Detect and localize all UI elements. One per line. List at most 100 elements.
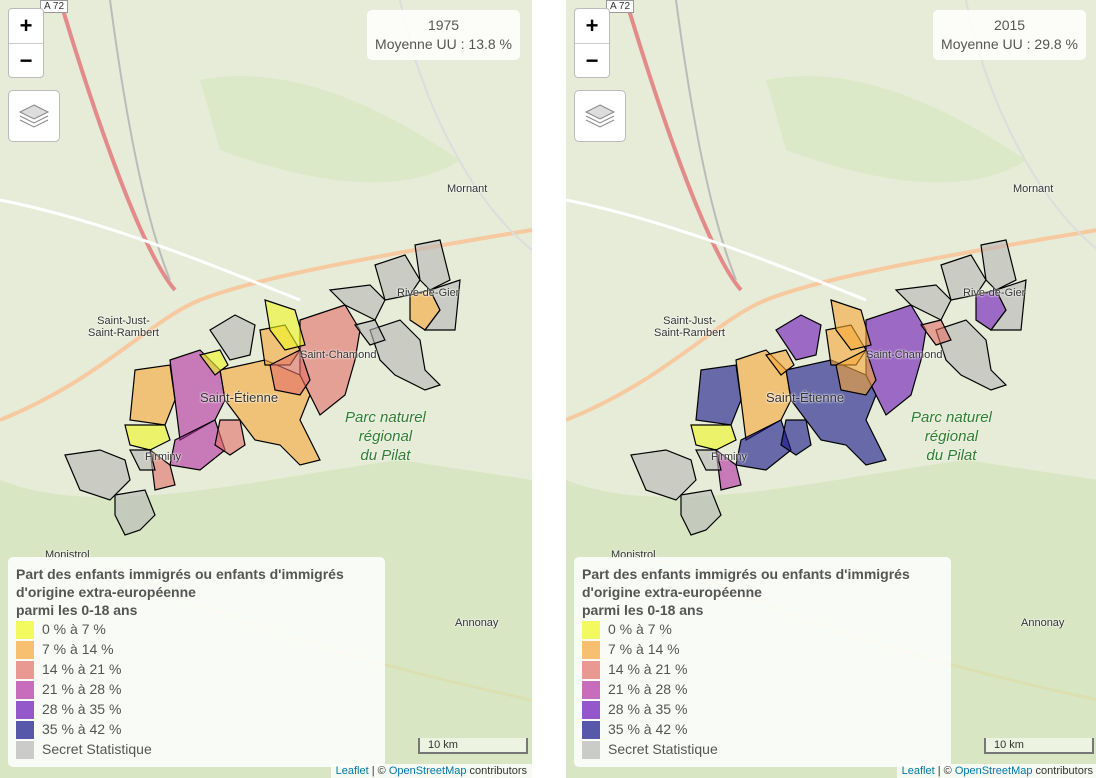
legend-swatch: [16, 661, 34, 680]
legend-title: parmi les 0-18 ans: [582, 602, 704, 618]
info-year: 1975: [427, 17, 460, 33]
commune: [169, 419, 226, 471]
place-label: Rive-de-Gier: [397, 287, 460, 299]
commune: [980, 239, 1017, 291]
zoom-control: + −: [574, 8, 610, 78]
commune: [264, 299, 306, 351]
place-line: Saint-Rambert: [88, 327, 159, 339]
place-label: Firminy: [145, 451, 182, 463]
park-line: du Pilat: [360, 447, 411, 464]
road: [675, 0, 737, 281]
park-line: régional: [358, 428, 413, 445]
commune: [630, 449, 697, 501]
legend-title: d'origine extra-européenne: [582, 584, 762, 600]
zoom-out[interactable]: −: [19, 48, 33, 73]
zoom-in[interactable]: +: [575, 9, 609, 44]
legend-label: 0 % à 7 %: [42, 621, 106, 637]
commune: [780, 419, 812, 456]
commune: [374, 254, 421, 301]
park-label: Parc naturel régional du Pilat: [911, 408, 992, 465]
legend: Part des enfants immigrés ou enfants d'i…: [8, 557, 385, 767]
place-label: Mornant: [447, 183, 488, 195]
road-label: A 72: [606, 0, 635, 13]
park-line: Parc naturel: [345, 409, 426, 426]
layers-icon: [18, 104, 50, 128]
info-average: Moyenne UU : 29.8 %: [941, 36, 1078, 52]
green-area: [200, 76, 460, 183]
legend-swatch: [16, 701, 34, 720]
legend-label: 28 % à 35 %: [608, 701, 688, 717]
commune: [129, 449, 156, 471]
legend-swatch: [582, 621, 600, 640]
commune: [935, 319, 1008, 391]
attribution-part[interactable]: OpenStreetMap: [954, 765, 1033, 777]
road: [624, 0, 743, 292]
layers-button[interactable]: [574, 90, 626, 142]
attribution-part: contributors: [466, 765, 527, 777]
commune: [114, 489, 156, 536]
legend-item: 7 % à 14 %: [16, 639, 377, 660]
road: [0, 228, 532, 422]
legend-swatch: [582, 721, 600, 740]
road-label: A 72: [40, 0, 69, 13]
legend-label: 7 % à 14 %: [608, 641, 680, 657]
legend-item: 14 % à 21 %: [582, 659, 943, 680]
attribution-part: | ©: [934, 765, 955, 777]
commune: [124, 424, 171, 451]
legend-item: 28 % à 35 %: [582, 699, 943, 720]
commune: [369, 319, 442, 391]
attribution-part: | ©: [368, 765, 389, 777]
layers-button[interactable]: [8, 90, 60, 142]
commune: [64, 449, 131, 501]
legend-label: 35 % à 42 %: [42, 721, 122, 737]
legend-item: 14 % à 21 %: [16, 659, 377, 680]
place-label: Saint-Étienne: [766, 390, 845, 405]
info-average: Moyenne UU : 13.8 %: [375, 36, 512, 52]
legend-item: 21 % à 28 %: [582, 679, 943, 700]
place-label: Saint-Chamond: [300, 349, 377, 361]
map-panel[interactable]: A 72 Mornant Saint-Just- Saint-Rambert Rive-…: [0, 0, 532, 778]
legend-label: 35 % à 42 %: [608, 721, 688, 737]
attribution-part[interactable]: OpenStreetMap: [388, 765, 467, 777]
attribution-part: contributors: [1032, 765, 1093, 777]
legend-swatch: [16, 621, 34, 640]
place-label: Saint-Just- Saint-Rambert: [654, 315, 725, 339]
legend-swatch: [582, 681, 600, 700]
legend-title: d'origine extra-européenne: [16, 584, 196, 600]
legend-item: 0 % à 7 %: [582, 619, 943, 640]
commune: [695, 449, 722, 471]
place-line: Saint-Just-: [97, 315, 150, 327]
commune: [198, 349, 229, 376]
scale-bar: 10 km: [418, 738, 528, 754]
map-panel[interactable]: A 72 Mornant Saint-Just- Saint-Rambert Rive-…: [566, 0, 1096, 778]
zoom-out[interactable]: −: [585, 48, 599, 73]
attribution-part[interactable]: Leaflet: [335, 765, 369, 777]
park-label: Parc naturel régional du Pilat: [345, 408, 426, 465]
legend-title: Part des enfants immigrés ou enfants d'i…: [16, 566, 344, 582]
place-label: Annonay: [455, 617, 499, 629]
legend-swatch: [582, 741, 600, 760]
commune: [989, 279, 1027, 331]
commune: [830, 299, 872, 351]
legend-swatch: [16, 741, 34, 760]
legend-label: Secret Statistique: [42, 741, 152, 757]
legend-item: 35 % à 42 %: [16, 719, 377, 740]
commune: [414, 239, 451, 291]
legend-title: Part des enfants immigrés ou enfants d'i…: [582, 566, 910, 582]
legend-label: 14 % à 21 %: [42, 661, 122, 677]
legend-label: 21 % à 28 %: [608, 681, 688, 697]
zoom-in[interactable]: +: [9, 9, 43, 44]
commune: [940, 254, 987, 301]
commune: [919, 319, 952, 346]
commune: [214, 419, 246, 456]
legend-title: parmi les 0-18 ans: [16, 602, 138, 618]
attribution-part[interactable]: Leaflet: [901, 765, 935, 777]
place-line: Saint-Rambert: [654, 327, 725, 339]
attribution: Leaflet | © OpenStreetMap contributors: [330, 764, 532, 778]
commune: [328, 284, 386, 321]
legend-label: Secret Statistique: [608, 741, 718, 757]
info-box: 1975 Moyenne UU : 13.8 %: [367, 10, 520, 60]
legend-label: 14 % à 21 %: [608, 661, 688, 677]
commune: [149, 448, 176, 491]
